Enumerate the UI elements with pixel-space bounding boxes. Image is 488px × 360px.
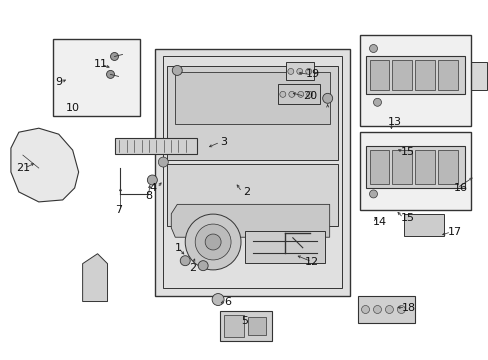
Circle shape [287,68,293,75]
Bar [468,62,486,90]
Text: 20: 20 [302,91,316,101]
Bar [437,150,457,184]
Text: 21: 21 [16,163,30,173]
Circle shape [385,306,393,314]
Bar [369,60,388,90]
Text: 5: 5 [241,316,248,327]
Circle shape [106,71,114,78]
Circle shape [185,214,241,270]
Text: 8: 8 [144,191,152,201]
Bar [115,138,197,154]
Text: 14: 14 [372,217,386,227]
Circle shape [288,91,294,97]
Bar [359,132,470,210]
Bar [163,57,341,288]
Bar [365,146,464,188]
Text: 19: 19 [305,69,319,80]
Circle shape [373,306,381,314]
Polygon shape [171,204,329,237]
Circle shape [158,157,168,167]
Bar [224,315,244,337]
Circle shape [369,45,377,53]
Polygon shape [11,128,79,202]
Bar [357,296,414,323]
Bar [53,39,140,116]
Bar [167,67,337,160]
Text: 13: 13 [386,117,401,127]
Bar [277,84,319,104]
Bar [392,150,411,184]
Text: 2: 2 [243,187,250,197]
Text: 17: 17 [447,227,461,237]
Text: 18: 18 [402,302,416,312]
Bar [220,311,271,341]
Bar [369,150,388,184]
Bar [155,49,349,296]
Circle shape [297,91,303,97]
Text: 15: 15 [400,213,413,223]
Circle shape [361,306,369,314]
Bar [244,231,324,263]
Circle shape [369,190,377,198]
Bar [167,164,337,226]
Circle shape [296,68,302,75]
Text: 11: 11 [93,59,107,69]
Circle shape [180,256,190,266]
Circle shape [373,98,381,106]
Bar [359,35,470,126]
Text: 9: 9 [55,77,62,87]
Circle shape [147,175,157,185]
Bar [285,62,313,80]
Text: 6: 6 [224,297,231,306]
Circle shape [306,91,312,97]
Bar [437,60,457,90]
Text: 2: 2 [188,263,195,273]
Bar [414,60,434,90]
Bar [414,150,434,184]
Text: 15: 15 [400,147,413,157]
Bar [365,57,464,94]
Circle shape [205,234,221,250]
Bar [247,318,265,336]
Text: 10: 10 [65,103,80,113]
Text: 12: 12 [304,257,318,267]
Circle shape [172,66,182,75]
Bar [404,214,443,236]
Text: 16: 16 [453,183,467,193]
Text: 1: 1 [174,243,182,253]
Bar [392,60,411,90]
Circle shape [322,93,332,103]
Text: 4: 4 [149,183,157,193]
Circle shape [279,91,285,97]
Text: 7: 7 [115,205,122,215]
Polygon shape [82,254,107,302]
Circle shape [305,68,311,75]
Circle shape [198,261,208,271]
Bar [175,72,329,124]
Circle shape [110,53,118,60]
Circle shape [195,224,230,260]
Circle shape [212,293,224,306]
Circle shape [397,306,405,314]
Text: 3: 3 [220,137,227,147]
